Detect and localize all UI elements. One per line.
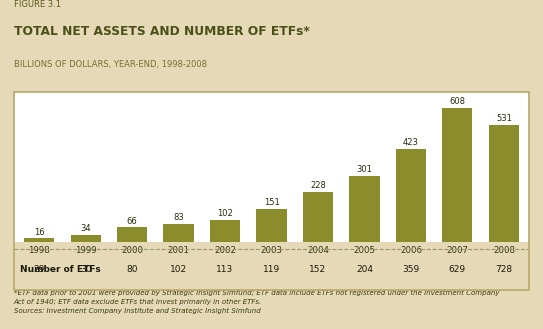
Text: 80: 80 (127, 266, 138, 274)
Text: 359: 359 (402, 266, 420, 274)
Text: 423: 423 (403, 138, 419, 147)
Text: 66: 66 (127, 217, 137, 226)
Text: BILLIONS OF DOLLARS, YEAR-END, 1998-2008: BILLIONS OF DOLLARS, YEAR-END, 1998-2008 (14, 60, 206, 69)
Bar (396, 149, 426, 242)
Text: 204: 204 (356, 266, 373, 274)
Bar (489, 125, 519, 242)
Text: 83: 83 (173, 213, 184, 222)
Text: 728: 728 (495, 266, 513, 274)
Bar (71, 235, 100, 242)
Text: 16: 16 (34, 228, 45, 237)
Bar (117, 227, 147, 242)
Text: 102: 102 (170, 266, 187, 274)
Text: 29: 29 (34, 266, 45, 274)
Bar (24, 239, 54, 242)
Bar (163, 224, 194, 242)
Text: 151: 151 (263, 198, 280, 207)
Text: 30: 30 (80, 266, 91, 274)
Text: 608: 608 (450, 97, 465, 106)
Text: 228: 228 (310, 181, 326, 190)
Text: 152: 152 (310, 266, 326, 274)
Text: 301: 301 (357, 165, 372, 174)
Bar (210, 219, 240, 242)
Text: 34: 34 (80, 224, 91, 233)
Text: 102: 102 (217, 209, 233, 218)
Text: 629: 629 (449, 266, 466, 274)
Text: 119: 119 (263, 266, 280, 274)
Bar (303, 192, 333, 242)
Bar (443, 108, 472, 242)
Bar (349, 176, 380, 242)
Text: TOTAL NET ASSETS AND NUMBER OF ETFs*: TOTAL NET ASSETS AND NUMBER OF ETFs* (14, 25, 310, 38)
Text: FIGURE 3.1: FIGURE 3.1 (14, 0, 61, 9)
Text: 113: 113 (217, 266, 233, 274)
Text: *ETF data prior to 2001 were provided by Strategic Insight Simfund; ETF data inc: *ETF data prior to 2001 were provided by… (14, 290, 499, 315)
Bar (256, 209, 287, 242)
Text: 531: 531 (496, 114, 512, 123)
Text: Number of ETFs: Number of ETFs (20, 266, 100, 274)
